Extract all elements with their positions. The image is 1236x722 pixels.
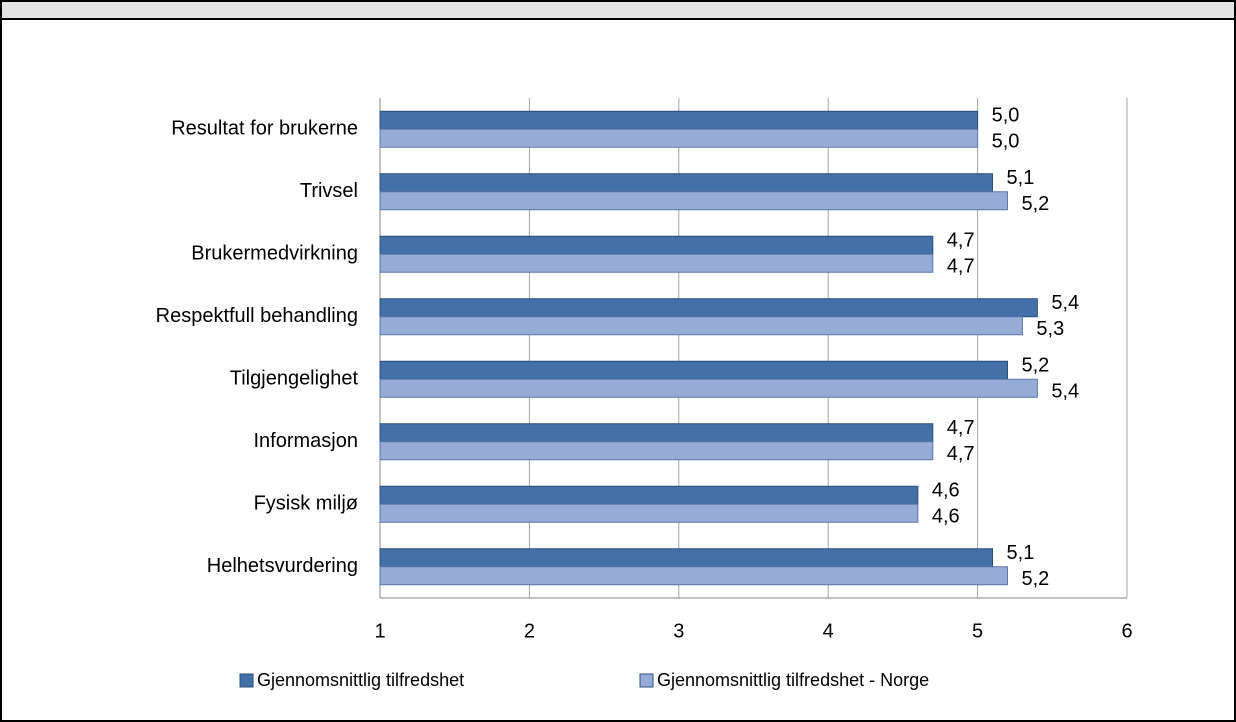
legend-label: Gjennomsnittlig tilfredshet [257, 670, 464, 690]
x-tick-label: 2 [524, 620, 535, 642]
bar [379, 110, 979, 130]
data-label: 4,7 [947, 230, 975, 252]
bar [379, 191, 1008, 211]
y-tick-label: Informasjon [254, 430, 359, 452]
bar [379, 128, 979, 148]
y-tick-label: Helhetsvurdering [207, 555, 358, 577]
bar [379, 548, 994, 568]
data-label: 5,0 [992, 131, 1020, 153]
bar [379, 441, 934, 461]
bar [379, 360, 1008, 380]
header-strip [0, 0, 1236, 20]
bar [379, 298, 1038, 318]
data-label: 5,0 [992, 105, 1020, 127]
bar [379, 566, 1008, 586]
data-label: 4,7 [947, 417, 975, 439]
data-label: 5,1 [1007, 167, 1035, 189]
data-label: 5,2 [1021, 568, 1049, 590]
x-tick-label: 6 [1121, 620, 1132, 642]
legend-swatch [639, 673, 654, 688]
data-label: 5,2 [1021, 193, 1049, 215]
y-tick-label: Brukermedvirkning [191, 243, 358, 265]
y-tick-label: Resultat for brukerne [171, 118, 358, 140]
x-tick-label: 3 [673, 620, 684, 642]
data-label: 4,6 [932, 506, 960, 528]
data-label: 5,4 [1051, 292, 1079, 314]
bar [379, 423, 934, 443]
data-label: 4,7 [947, 256, 975, 278]
data-label: 5,3 [1036, 318, 1064, 340]
bar [379, 378, 1038, 398]
y-tick-label: Respektfull behandling [156, 305, 358, 327]
data-label: 5,1 [1007, 542, 1035, 564]
bar [379, 235, 934, 255]
x-tick-label: 1 [374, 620, 385, 642]
bar [379, 316, 1023, 336]
legend-swatch [239, 673, 254, 688]
x-tick-label: 4 [823, 620, 834, 642]
bar [379, 253, 934, 273]
bar [379, 503, 919, 523]
data-label: 5,4 [1051, 381, 1079, 403]
y-tick-label: Fysisk miljø [254, 493, 358, 515]
bar [379, 485, 919, 505]
data-label: 4,7 [947, 443, 975, 465]
x-tick-label: 5 [972, 620, 983, 642]
y-tick-label: Trivsel [300, 180, 358, 202]
data-label: 4,6 [932, 480, 960, 502]
legend-label: Gjennomsnittlig tilfredshet - Norge [657, 670, 929, 690]
y-tick-label: Tilgjengelighet [230, 368, 359, 390]
bar [379, 173, 994, 193]
data-label: 5,2 [1021, 355, 1049, 377]
